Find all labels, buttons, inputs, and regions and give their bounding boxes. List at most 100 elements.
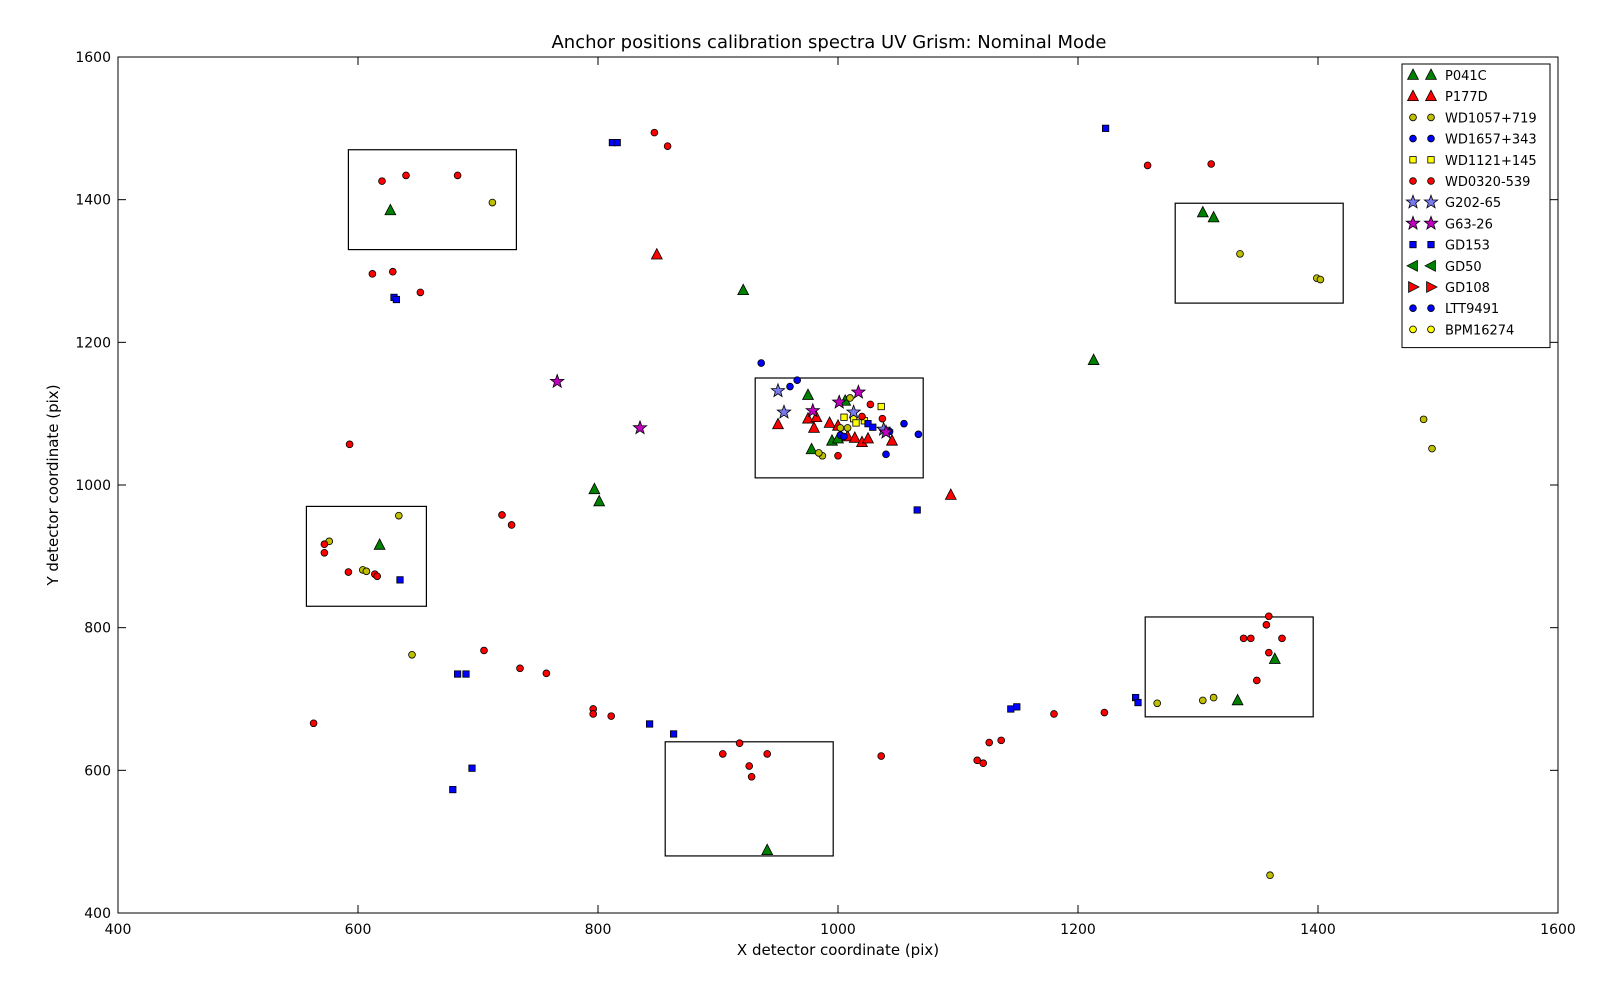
point-p041c [805,442,818,455]
point-p177d [807,421,821,433]
point-g63-26 [549,373,565,389]
legend-marker-gd153 [1409,240,1417,249]
legend-label-wd1657-343: WD1657+343 [1445,133,1537,148]
point-wd1057-719 [1199,696,1207,705]
point-wd1057-719 [1419,415,1428,424]
region-box-3 [754,377,924,479]
legend-label-wd0320-539: WD0320-539 [1445,175,1530,190]
point-wd1057-719 [843,424,852,432]
point-wd0320-539 [416,288,425,297]
point-g202-65 [845,404,862,419]
point-gd153 [1134,698,1142,707]
point-wd0320-539 [1262,621,1271,629]
point-wd0320-539 [480,646,488,655]
point-wd0320-539 [1247,634,1255,643]
point-gd153 [1102,124,1110,132]
x-tick-label: 1600 [1540,922,1576,938]
x-tick-label: 1200 [1060,922,1096,938]
point-wd0320-539 [745,762,753,770]
point-p041c [1196,205,1209,218]
point-g202-65 [776,404,792,419]
point-wd1657-343 [914,430,923,439]
point-p041c [1207,210,1220,223]
region-boxes [305,149,1344,857]
point-wd1057-719 [836,424,845,432]
legend-label-g202-65: G202-65 [1445,196,1501,211]
point-p177d [861,431,875,444]
legend-marker-gd108 [1408,280,1420,294]
point-wd0320-539 [320,540,329,549]
legend-marker-wd1657-343 [1427,134,1435,143]
point-g63-26 [632,419,648,435]
point-wd1657-343 [786,382,794,391]
point-wd0320-539 [1265,648,1273,657]
legend-label-p041c: P041C [1445,69,1487,84]
point-wd0320-539 [320,548,329,557]
data-points [309,124,1436,879]
point-p177d [885,433,899,446]
legend-marker-g202-65 [1423,194,1439,209]
legend-marker-p041c [1406,68,1420,80]
point-g63-26 [831,394,847,409]
legend-label-ltt9491: LTT9491 [1445,302,1499,317]
point-wd0320-539 [663,142,672,150]
x-tick-label: 800 [585,922,612,938]
legend-marker-p177d [1424,89,1438,101]
region-box-5 [1144,616,1314,718]
point-wd0320-539 [309,719,318,728]
legend-marker-wd1057-719 [1427,113,1435,122]
legend-box [1401,63,1551,349]
point-gd153 [613,138,621,147]
legend-marker-wd1121-145 [1409,156,1417,164]
legend-marker-bpm16274 [1427,325,1435,334]
legend-marker-wd0320-539 [1409,177,1417,185]
point-wd1657-343 [900,419,908,428]
x-axis-label: X detector coordinate (pix) [737,941,939,959]
point-wd0320-539 [402,171,410,180]
legend-marker-p177d [1406,89,1420,101]
point-p041c [801,388,815,400]
point-wd1057-719 [362,567,371,576]
legend-label-bpm16274: BPM16274 [1445,323,1514,338]
point-wd1121-145 [852,419,860,427]
point-p041c [384,203,397,216]
legend-label-gd50: GD50 [1445,260,1482,275]
legend-label-g63-26: G63-26 [1445,217,1493,232]
point-gd153 [646,720,654,728]
legend-marker-wd1121-145 [1427,156,1435,164]
y-tick-label: 600 [84,763,111,779]
legend-label-wd1057-719: WD1057+719 [1445,111,1537,126]
point-wd0320-539 [388,267,397,276]
legend-marker-gd50 [1424,259,1436,272]
point-gd153 [670,730,678,738]
point-p041c [1231,693,1244,706]
x-tick-label: 600 [345,922,372,938]
legend-marker-g202-65 [1405,194,1421,209]
point-wd0320-539 [1100,708,1109,717]
point-wd0320-539 [718,750,727,758]
point-wd1657-343 [840,432,848,441]
point-wd0320-539 [1239,634,1248,643]
legend-marker-ltt9491 [1427,304,1435,313]
point-p041c [1268,652,1281,664]
y-tick-label: 1400 [75,193,111,209]
point-gd153 [392,295,401,304]
point-g63-26 [878,424,894,439]
x-tick-label: 1400 [1300,922,1336,938]
region-box-6 [664,741,834,857]
legend-marker-wd1057-719 [1409,113,1417,122]
y-axis-label: Y detector coordinate (pix) [44,384,62,586]
point-wd1057-719 [1153,699,1161,708]
point-wd0320-539 [507,521,516,529]
legend-label-wd1121-145: WD1121+145 [1445,154,1537,169]
y-tick-label: 800 [84,621,111,637]
point-g63-26 [850,384,867,399]
point-gd153 [462,670,470,678]
legend-label-gd108: GD108 [1445,281,1490,296]
plot-area [117,56,1559,914]
point-gd153 [1013,703,1021,711]
point-wd0320-539 [344,568,353,576]
legend-marker-gd108 [1426,280,1438,294]
legend-label-p177d: P177D [1445,90,1488,105]
